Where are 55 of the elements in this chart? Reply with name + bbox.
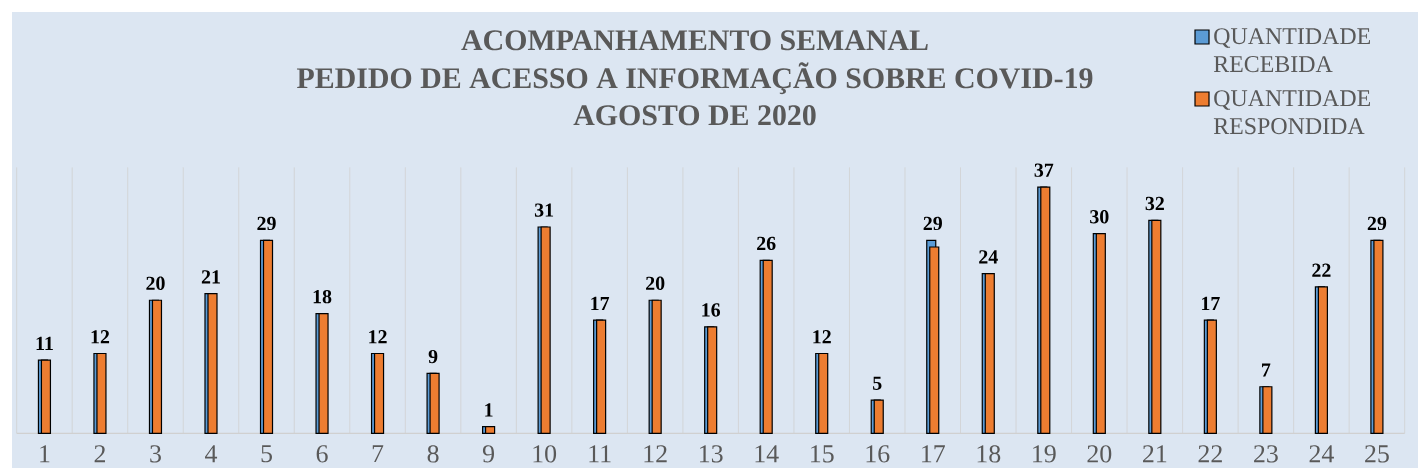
data-label: 12 (91, 330, 110, 344)
x-tick-label: 10 (533, 445, 557, 463)
x-tick-label: 8 (427, 445, 439, 463)
x-tick-label: 7 (372, 445, 384, 463)
data-label: 17 (1201, 296, 1220, 311)
data-label: 7 (1262, 363, 1271, 377)
legend-label: QUANTIDADE RESPONDIDA (1213, 90, 1371, 135)
x-tick-label: 14 (755, 445, 779, 463)
x-tick-label: 1 (40, 445, 50, 463)
data-label: 5 (873, 376, 882, 390)
x-tick-label: 11 (589, 445, 611, 463)
data-label: 17 (591, 296, 610, 311)
x-tick-label: 16 (866, 445, 890, 463)
data-label: 22 (1312, 263, 1331, 277)
data-label: 37 (1034, 163, 1054, 177)
data-label: 29 (257, 216, 276, 231)
x-tick-label: 20 (1087, 445, 1112, 463)
x-tick-label: 23 (1254, 445, 1278, 463)
x-tick-label: 4 (205, 445, 218, 463)
x-tick-label: 19 (1033, 445, 1056, 463)
data-label: 21 (201, 270, 220, 284)
chart-title: ACOMPANHAMENTO SEMANAL (461, 30, 928, 51)
data-label: 24 (979, 250, 998, 264)
data-label: 29 (1367, 216, 1387, 231)
x-tick-label: 17 (922, 445, 945, 463)
data-label: 20 (146, 276, 165, 291)
data-label: 18 (313, 289, 332, 304)
x-tick-label: 9 (482, 445, 495, 463)
text: AGOSTO DE 2020 (573, 105, 816, 126)
x-tick-label: 22 (1198, 445, 1222, 463)
chart-subtitle: PEDIDO DE ACESSO A INFORMAÇÃO SOBRE COVID-19 (296, 62, 1093, 95)
data-label: 20 (646, 276, 665, 291)
data-label: 1 (485, 403, 493, 417)
data-label: 12 (813, 330, 831, 344)
data-label: 11 (36, 336, 53, 350)
data-label: 29 (923, 216, 942, 231)
x-tick-label: 25 (1365, 445, 1389, 463)
data-label: 9 (428, 349, 438, 364)
data-label: 12 (369, 330, 387, 344)
data-label: 26 (757, 236, 776, 251)
x-tick-label: 13 (700, 445, 723, 463)
x-tick-label: 24 (1309, 445, 1334, 463)
data-label: 32 (1145, 196, 1164, 211)
data-label: 16 (702, 303, 721, 317)
x-tick-label: 5 (261, 445, 272, 463)
data-label: 30 (1090, 210, 1109, 224)
x-tick-label: 21 (1143, 445, 1167, 463)
x-tick-label: 6 (316, 445, 328, 463)
legend-label: QUANTIDADE RECEBIDA (1213, 28, 1371, 73)
x-tick-label: 12 (644, 445, 667, 463)
x-tick-label: 15 (811, 445, 834, 463)
x-tick-label: 2 (94, 445, 106, 463)
data-label: 31 (534, 203, 554, 217)
x-tick-label: 3 (150, 445, 161, 463)
x-tick-label: 18 (977, 445, 1001, 463)
